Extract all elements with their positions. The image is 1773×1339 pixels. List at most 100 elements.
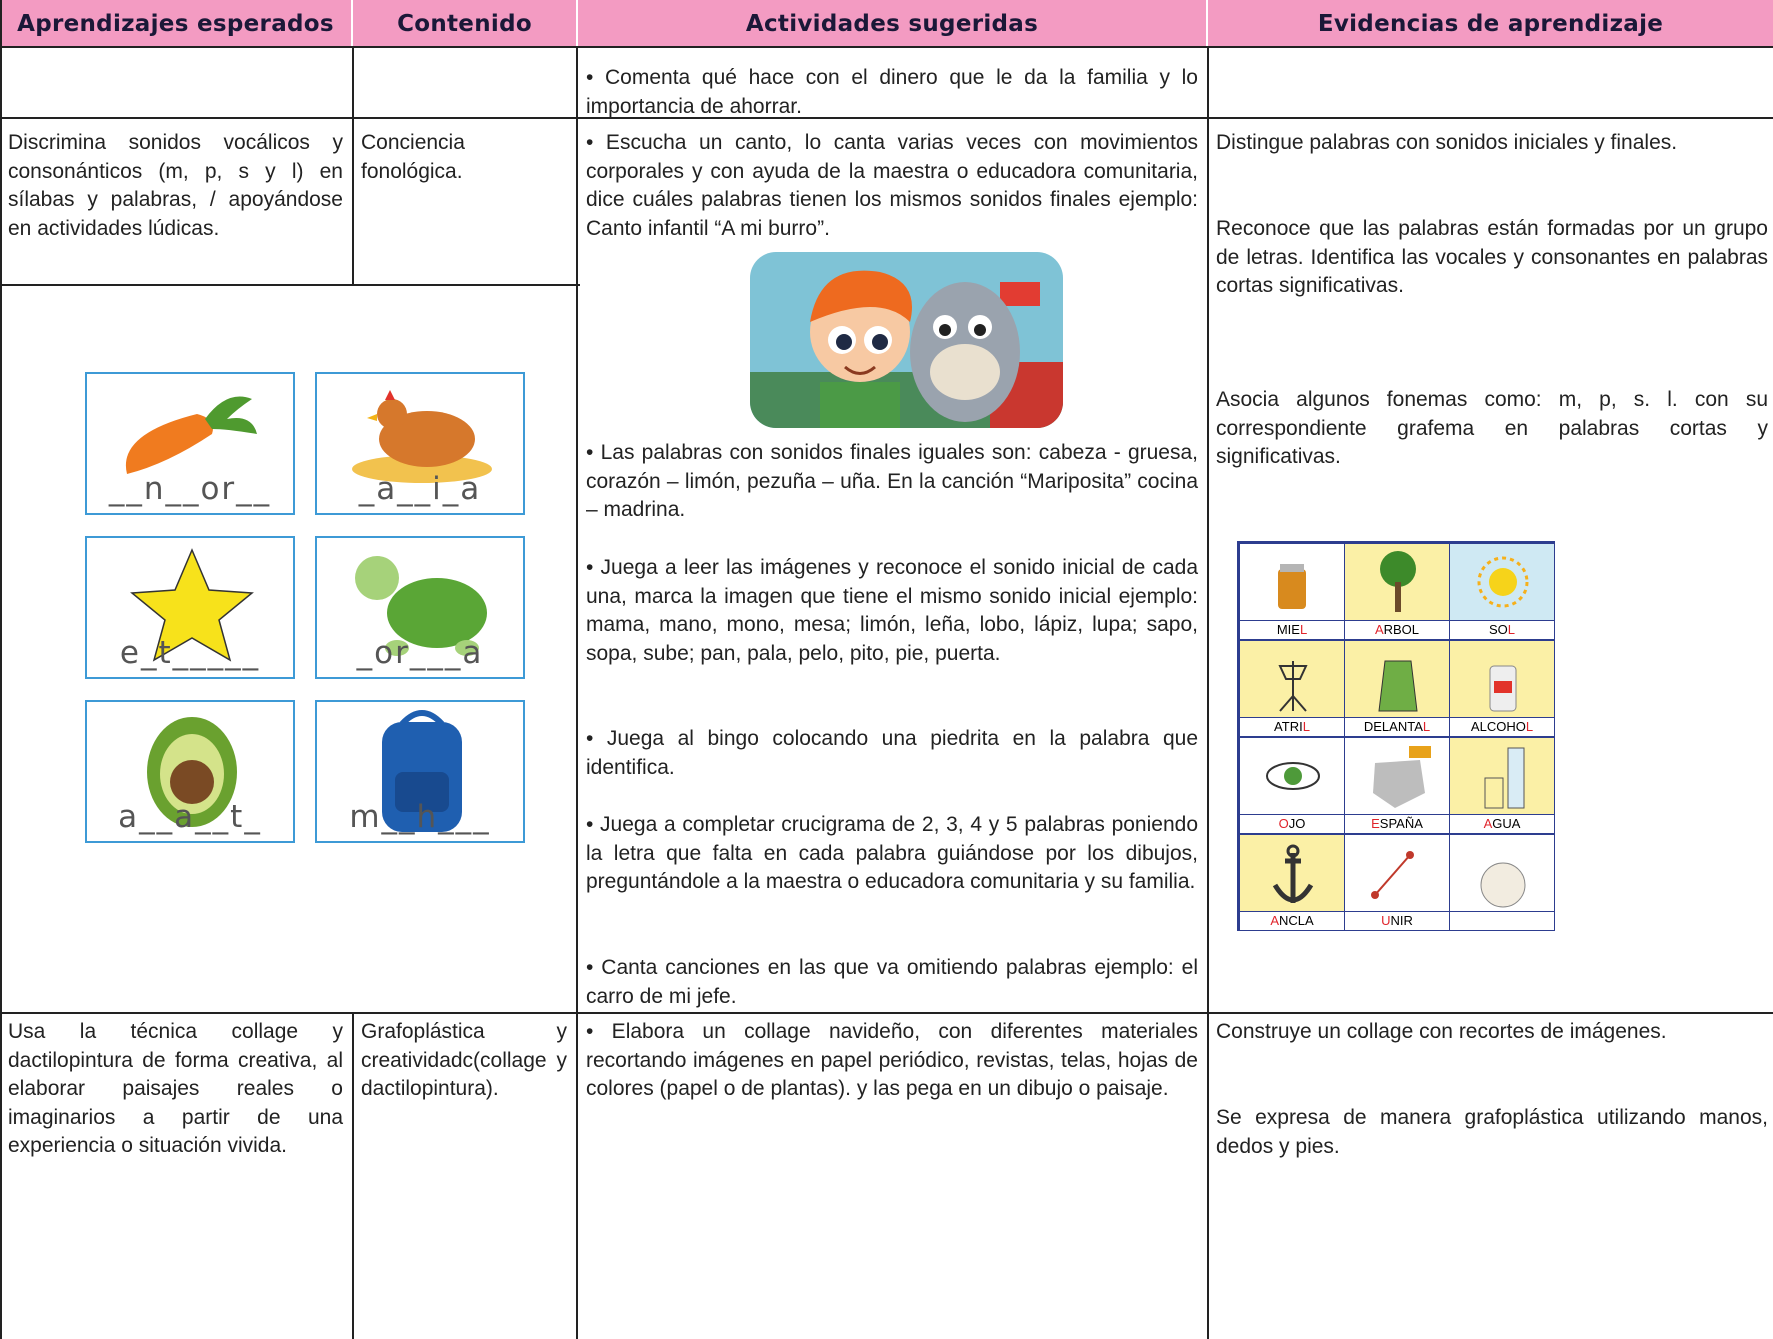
pictogram (1449, 834, 1555, 931)
label-part: L (1525, 719, 1534, 734)
label-part: U (1381, 913, 1391, 928)
rule (0, 0, 2, 1339)
word-card: m__h___ (315, 700, 525, 843)
pictogram-icon (1477, 556, 1529, 608)
pictogram-icon (1272, 844, 1314, 903)
activity: • Elabora un collage navideño, con difer… (586, 1020, 1198, 1101)
evidence: Se expresa de manera grafoplástica utili… (1216, 1106, 1768, 1158)
label-part: L (1302, 719, 1310, 734)
pictogram: SOL (1449, 543, 1555, 640)
content: Grafoplástica y creatividadc(collage y d… (361, 1020, 567, 1101)
rule (0, 1012, 1773, 1014)
pictogram-label: DELANTAL (1345, 717, 1449, 736)
word-card-label: m__h___ (349, 799, 491, 835)
pictogram-icon (1378, 660, 1418, 712)
label-part: E (1371, 816, 1380, 831)
column-header: Evidencias de aprendizaje (1208, 0, 1773, 47)
rule (576, 46, 578, 1339)
pictogram-label: ESPAÑA (1345, 814, 1449, 833)
word-card-label: a__a__t_ (118, 799, 262, 835)
label-part: ATRI (1274, 719, 1303, 734)
pictogram-icon (1489, 665, 1517, 712)
column-header: Aprendizajes esperados (0, 0, 351, 47)
word-card: a__a__t_ (85, 700, 295, 843)
word-card: e_t_____ (85, 536, 295, 679)
pictogram: MIEL (1239, 543, 1345, 640)
activity: • Juega a leer las imágenes y reconoce e… (586, 556, 1198, 665)
word-card-label: _a__i_a (358, 471, 482, 507)
activity: • Canta canciones en las que va omitiend… (586, 956, 1198, 1008)
activity: • Las palabras con sonidos finales igual… (586, 441, 1198, 522)
card-picture (130, 548, 254, 662)
pictogram-label: ARBOL (1345, 620, 1449, 639)
pictogram-icon (1371, 851, 1414, 899)
label-part: A (1270, 913, 1279, 928)
pictogram: UNIR (1344, 834, 1450, 931)
evidence: Asocia algunos fonemas como: m, p, s. l.… (1216, 388, 1768, 469)
card-picture (382, 710, 462, 832)
pictogram-label: UNIR (1345, 911, 1449, 930)
pictogram-icon (1278, 564, 1306, 609)
pictogram-icon (1278, 661, 1308, 712)
expected-learning: Usa la técnica collage y dactilopintura … (8, 1020, 343, 1158)
column-header: Contenido (353, 0, 576, 47)
card-picture (352, 390, 492, 483)
word-card-label: _or___a (356, 635, 484, 671)
pictogram-label: ANCLA (1240, 911, 1344, 930)
expected-learning: Discrimina sonidos vocálicos y consonánt… (8, 131, 343, 240)
word-card: __n__or__ (85, 372, 295, 515)
label-part: A (1374, 622, 1384, 637)
content: Conciencia fonológica. (361, 131, 465, 183)
pictogram: DELANTAL (1344, 640, 1450, 737)
pictogram-grid: MIEL ARBOL SOL ATRIL DELANTAL ALCOHOL OJO ESPAÑ… (1237, 541, 1555, 931)
card-picture (355, 556, 487, 656)
evidence: Distingue palabras con sonidos iniciales… (1216, 131, 1678, 154)
label-part: MIE (1276, 622, 1300, 637)
label-part: L (1507, 622, 1516, 637)
label-part: L (1422, 719, 1431, 734)
label-part: L (1299, 622, 1308, 637)
label-part: ALCOHO (1470, 719, 1526, 734)
pictogram-label: ATRIL (1240, 717, 1344, 736)
pictogram-icon (1380, 551, 1416, 612)
rule (352, 1012, 354, 1339)
activity: • Juega al bingo colocando una piedrita … (586, 727, 1198, 779)
label-part: SO (1488, 622, 1508, 637)
label-part: O (1278, 816, 1289, 831)
activity: • Comenta qué hace con el dinero que le … (586, 66, 1198, 118)
pictogram: AGUA (1449, 737, 1555, 834)
rule (352, 46, 354, 286)
pictogram-icon (1480, 862, 1526, 908)
label-part: DELANTA (1363, 719, 1423, 734)
label-part: NCLA (1278, 913, 1314, 928)
word-card: _or___a (315, 536, 525, 679)
pictogram-label: MIEL (1240, 620, 1344, 639)
pictogram: ESPAÑA (1344, 737, 1450, 834)
pictogram-icon (1266, 762, 1320, 790)
illustration (750, 252, 1063, 428)
word-card-label: e_t_____ (119, 635, 261, 671)
pictogram-icon (1373, 746, 1431, 808)
label-part: SPAÑA (1379, 816, 1423, 831)
pictogram-label (1450, 911, 1554, 930)
pictogram-label: SOL (1450, 620, 1554, 639)
rule (1207, 46, 1209, 1339)
word-card-label: __n__or__ (108, 471, 272, 507)
pictogram-label: AGUA (1450, 814, 1554, 833)
label-part: A (1483, 816, 1493, 831)
rule (0, 284, 580, 286)
evidence: Construye un collage con recortes de imá… (1216, 1020, 1667, 1043)
pictogram: ANCLA (1239, 834, 1345, 931)
evidence: Reconoce que las palabras están formadas… (1216, 217, 1768, 298)
rule (0, 46, 1773, 48)
rule (0, 117, 1773, 119)
label-part: JO (1288, 816, 1306, 831)
word-card: _a__i_a (315, 372, 525, 515)
pictogram: ARBOL (1344, 543, 1450, 640)
pictogram: OJO (1239, 737, 1345, 834)
card-picture (125, 396, 257, 474)
label-part: RBOL (1383, 622, 1420, 637)
pictogram-label: OJO (1240, 814, 1344, 833)
